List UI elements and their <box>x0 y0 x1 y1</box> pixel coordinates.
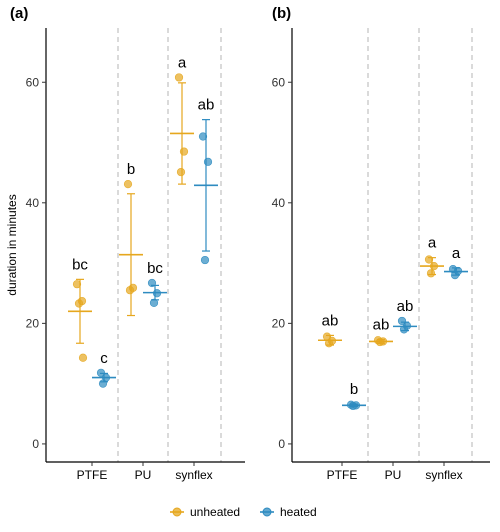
data-point <box>98 379 108 388</box>
y-tick-label: 60 <box>26 75 40 89</box>
legend-key-dot <box>172 507 182 517</box>
significance-letter: ab <box>198 97 215 114</box>
significance-letter: a <box>452 245 461 262</box>
data-point <box>424 255 434 264</box>
data-point <box>72 280 82 289</box>
significance-letter: a <box>178 54 187 71</box>
data-point <box>200 255 210 265</box>
y-tick-label: 0 <box>32 437 39 451</box>
data-point <box>397 316 407 326</box>
data-point <box>147 278 157 288</box>
legend-key-dot <box>262 507 272 517</box>
panel-tag: (a) <box>10 5 28 22</box>
significance-letter: bc <box>147 260 163 277</box>
x-tick-label: synflex <box>175 468 212 482</box>
y-tick-label: 20 <box>272 316 286 330</box>
x-tick-label: PTFE <box>77 468 108 482</box>
data-point <box>96 368 106 377</box>
data-point <box>198 132 208 141</box>
x-tick-label: PU <box>385 468 402 482</box>
significance-letter: bc <box>72 256 88 273</box>
y-tick-label: 40 <box>26 196 40 210</box>
data-point <box>78 353 88 362</box>
x-tick-label: synflex <box>425 468 462 482</box>
legend-label: heated <box>280 505 317 519</box>
y-axis-label: duration in minutes <box>5 194 19 295</box>
y-tick-label: 0 <box>278 437 285 451</box>
data-point <box>203 157 213 166</box>
data-point <box>174 73 184 82</box>
y-tick-label: 60 <box>272 75 286 89</box>
significance-letter: ab <box>373 317 390 334</box>
significance-letter: c <box>100 350 108 367</box>
data-point <box>426 269 436 278</box>
data-point <box>123 180 133 189</box>
y-tick-label: 20 <box>26 316 40 330</box>
data-point <box>179 147 189 156</box>
panel-tag: (b) <box>272 5 291 22</box>
significance-letter: a <box>428 235 437 252</box>
data-point <box>125 286 135 295</box>
significance-letter: b <box>127 161 135 178</box>
legend: unheated heated <box>170 505 317 519</box>
data-point <box>74 299 84 308</box>
panel-a: (a) 0 20 40 60 PTFE PU synflex duration in minut… <box>5 5 245 482</box>
data-point <box>176 167 186 177</box>
x-tick-label: PU <box>135 468 152 482</box>
significance-letter: ab <box>397 298 414 315</box>
significance-letter: ab <box>322 312 339 329</box>
x-tick-label: PTFE <box>327 468 358 482</box>
legend-label: unheated <box>190 505 240 519</box>
significance-letter: b <box>350 381 358 398</box>
y-tick-label: 40 <box>272 196 286 210</box>
data-point <box>450 271 460 280</box>
data-point <box>149 298 159 307</box>
